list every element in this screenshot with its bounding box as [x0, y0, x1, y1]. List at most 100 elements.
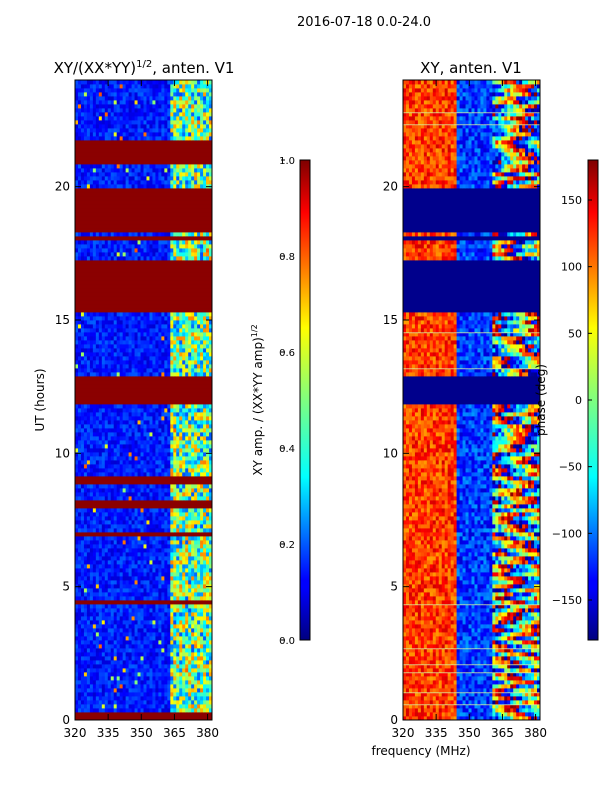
heat-cell: [173, 652, 177, 657]
heat-cell: [125, 524, 130, 529]
heat-cell: [128, 520, 132, 525]
heat-cell: [209, 252, 212, 257]
heat-cell: [206, 312, 210, 317]
heat-cell: [179, 700, 183, 705]
heat-cell: [173, 348, 177, 353]
heat-cell: [116, 136, 121, 141]
heat-cell: [134, 484, 138, 489]
heat-cell: [203, 432, 207, 437]
heat-cell: [203, 592, 207, 597]
heat-cell: [77, 436, 82, 441]
heat-cell: [86, 460, 91, 465]
heat-cell: [89, 364, 94, 369]
heat-cell: [179, 328, 183, 333]
heat-cell: [122, 436, 127, 441]
heat-cell: [191, 180, 195, 185]
heat-cell: [104, 492, 109, 497]
heat-cell: [182, 664, 186, 669]
heat-cell: [107, 512, 112, 517]
heat-cell: [110, 648, 115, 653]
heat-cell: [77, 108, 82, 113]
heat-cell: [200, 352, 204, 357]
heat-cell: [83, 452, 88, 457]
heat-cell: [191, 528, 195, 533]
heat-cell: [95, 336, 100, 341]
heat-cell: [107, 700, 112, 705]
heat-cell: [173, 612, 177, 617]
heat-cell: [143, 580, 147, 585]
heat-cell: [83, 172, 88, 177]
heat-cell: [161, 116, 165, 121]
heat-cell: [206, 524, 210, 529]
heat-cell: [134, 416, 138, 421]
heat-cell: [75, 108, 79, 113]
heat-cell: [104, 620, 109, 625]
heat-cell: [125, 336, 130, 341]
heat-cell: [164, 568, 168, 573]
heat-cell: [77, 240, 82, 245]
heat-cell: [119, 444, 124, 449]
heat-cell: [98, 588, 103, 593]
heat-cell: [182, 368, 186, 373]
heat-cell: [80, 584, 85, 589]
heat-cell: [134, 116, 138, 121]
heat-cell: [182, 556, 186, 561]
heat-cell: [128, 696, 132, 701]
heat-cell: [203, 560, 207, 565]
heat-cell: [75, 416, 79, 421]
heat-cell: [194, 360, 198, 365]
heat-cell: [107, 572, 112, 577]
heat-cell: [167, 436, 171, 441]
heat-cell: [164, 436, 168, 441]
heat-cell: [131, 496, 135, 501]
heat-cell: [209, 484, 212, 489]
heat-cell: [128, 664, 132, 669]
heat-cell: [131, 508, 135, 513]
heat-cell: [194, 488, 198, 493]
heat-cell: [206, 180, 210, 185]
heat-cell: [143, 180, 147, 185]
heat-cell: [161, 460, 165, 465]
heat-cell: [149, 596, 153, 601]
heat-cell: [119, 464, 124, 469]
heat-cell: [176, 324, 180, 329]
heat-cell: [200, 544, 204, 549]
heat-cell: [107, 120, 112, 125]
left-title-tail: , anten. V1: [152, 59, 234, 77]
heat-cell: [83, 436, 88, 441]
heat-cell: [104, 704, 109, 709]
heat-cell: [89, 608, 94, 613]
heat-cell: [116, 552, 121, 557]
heat-cell: [197, 336, 201, 341]
heat-cell: [80, 708, 85, 713]
heat-cell: [143, 560, 147, 565]
heat-cell: [146, 232, 150, 237]
heat-cell: [131, 424, 135, 429]
heat-cell: [194, 616, 198, 621]
heat-cell: [161, 424, 165, 429]
heat-cell: [131, 364, 135, 369]
heat-cell: [170, 332, 174, 337]
heat-cell: [131, 528, 135, 533]
heat-cell: [164, 252, 168, 257]
heat-cell: [140, 464, 144, 469]
heat-cell: [206, 664, 210, 669]
heat-cell: [134, 120, 138, 125]
heat-cell: [200, 660, 204, 665]
heat-cell: [86, 312, 91, 317]
heat-cell: [173, 672, 177, 677]
heat-cell: [131, 248, 135, 253]
heat-cell: [167, 632, 171, 637]
heat-cell: [143, 468, 147, 473]
heat-cell: [110, 656, 115, 661]
heat-cell: [164, 136, 168, 141]
heat-cell: [75, 136, 79, 141]
heat-cell: [89, 520, 94, 525]
heat-cell: [170, 684, 174, 689]
heat-cell: [167, 128, 171, 133]
heat-cell: [191, 556, 195, 561]
heat-cell: [155, 424, 159, 429]
heat-cell: [158, 624, 162, 629]
heat-cell: [137, 688, 141, 693]
heat-cell: [200, 640, 204, 645]
